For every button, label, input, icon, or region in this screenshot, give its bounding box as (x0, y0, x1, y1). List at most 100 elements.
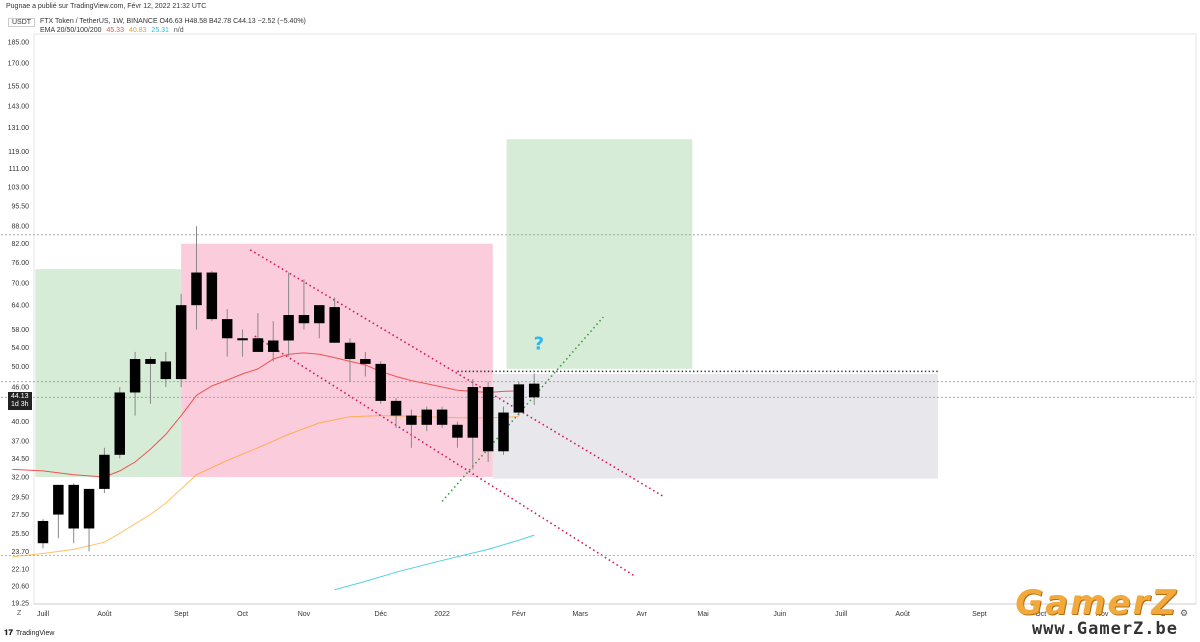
x-tick-label: Mars (572, 611, 588, 618)
x-tick-label: Mai (697, 611, 709, 618)
ema-legend: EMA 20/50/100/200 45.33 40.83 25.31 n/d (40, 26, 306, 35)
ema100-line (334, 534, 535, 591)
y-tick-label: 46.00 (11, 385, 29, 392)
zoom-toggle-button[interactable]: Z (17, 610, 22, 617)
y-tick-label: 111.00 (9, 166, 29, 173)
candle-body (221, 319, 233, 339)
zone-green-0 (35, 269, 182, 478)
x-tick-label: Août (895, 611, 909, 618)
candle-body (160, 361, 172, 380)
candle-body (283, 315, 294, 341)
candle-body (421, 409, 432, 425)
last-price-tag: 44.13 1d 3h (8, 392, 32, 410)
symbol-info: FTX Token / TetherUS, 1W, BINANCE O46.63… (40, 18, 306, 25)
candle-body (360, 359, 371, 364)
zone-green-2 (506, 139, 693, 369)
ema200-value: n/d (173, 27, 184, 34)
x-tick-label: Oct (237, 611, 248, 618)
y-tick-label: 54.00 (11, 345, 29, 352)
x-tick-label: Avr (636, 611, 647, 618)
y-tick-label: 131.00 (8, 125, 30, 132)
last-price-value: 44.13 (11, 393, 29, 400)
candle-body (252, 338, 264, 352)
candle-body (298, 315, 310, 324)
candle-body (68, 484, 79, 529)
y-tick-label: 20.60 (11, 584, 29, 591)
candle-body (37, 520, 49, 544)
x-tick-label: Juill (835, 611, 848, 618)
y-tick-label: 23.70 (11, 549, 29, 556)
publish-info-bar: Pugnae a publié sur TradingView.com, Fév… (0, 0, 1200, 14)
candle-body (268, 340, 279, 352)
candle-body (467, 387, 479, 438)
candle-body (145, 359, 156, 364)
y-tick-label: 143.00 (8, 103, 30, 110)
y-tick-label: 19.25 (11, 601, 29, 608)
candle-countdown: 1d 3h (11, 401, 29, 408)
candle-body (114, 392, 125, 455)
y-tick-label: 170.00 (8, 60, 30, 67)
y-tick-label: 155.00 (8, 83, 30, 90)
ema50-value: 40.83 (128, 27, 147, 34)
chart-legend: FTX Token / TetherUS, 1W, BINANCE O46.63… (40, 17, 306, 35)
y-tick-label: 22.10 (11, 566, 29, 573)
candle-body (390, 400, 402, 416)
x-tick-label: Août (97, 611, 111, 618)
tradingview-brand: TradingView (15, 629, 55, 637)
publish-info-text: Pugnae a publié sur TradingView.com, Fév… (6, 3, 207, 10)
y-tick-label: 27.50 (11, 512, 29, 519)
candle-body (237, 338, 248, 341)
candle-body (329, 307, 340, 343)
candle-body (191, 272, 202, 306)
y-tick-label: 37.00 (11, 439, 29, 446)
y-tick-label: 50.00 (11, 364, 29, 371)
candle-body (53, 484, 64, 515)
x-tick-label: 2022 (434, 611, 450, 618)
y-tick-label: 29.50 (11, 495, 29, 502)
candle-body (482, 387, 494, 452)
candle-body (129, 359, 141, 393)
ema20-value: 45.33 (106, 27, 124, 34)
candle-body (498, 412, 509, 452)
candle-body (344, 342, 356, 360)
x-tick-label: Déc (374, 611, 387, 618)
y-tick-label: 32.00 (11, 475, 29, 482)
y-tick-label: 40.00 (11, 419, 29, 426)
currency-label[interactable]: USDT (8, 18, 36, 27)
y-tick-label: 34.50 (11, 456, 29, 463)
x-tick-label: Févr (512, 611, 527, 618)
watermark-title: GamerZ (1015, 583, 1178, 623)
gamerz-watermark: GamerZ www.GamerZ.be (1015, 586, 1178, 638)
x-tick-label: Nov (1096, 611, 1109, 618)
y-tick-label: 88.00 (11, 224, 29, 231)
y-tick-label: 103.00 (8, 185, 30, 192)
x-tick-label: Juill (37, 611, 50, 618)
y-tick-label: 64.00 (11, 303, 29, 310)
zone-red-1 (181, 243, 493, 478)
y-tick-label: 119.00 (8, 149, 29, 156)
candle-body (528, 383, 540, 398)
tradingview-logo-icon: 𝟏𝟕 (4, 628, 13, 637)
candle-body (83, 488, 95, 529)
candle-body (99, 454, 110, 489)
candle-body (513, 384, 525, 413)
x-tick-label: Nov (298, 611, 311, 618)
gear-icon[interactable]: ⚙ (1180, 608, 1189, 618)
y-tick-label: 95.50 (11, 203, 29, 210)
watermark-url: www.GamerZ.be (1031, 619, 1178, 639)
candle-body (406, 415, 417, 425)
x-tick-label: Sept (174, 611, 188, 618)
y-tick-label: 70.00 (11, 280, 29, 287)
x-tick-label: Juin (773, 611, 786, 618)
y-tick-label: 76.00 (11, 260, 29, 267)
candle-body (436, 409, 448, 425)
y-tick-label: 25.50 (11, 531, 29, 538)
y-tick-label: 82.00 (11, 241, 29, 248)
x-tick-label: D (1161, 611, 1166, 618)
candle-body (375, 363, 386, 401)
x-tick-label: Sept (972, 611, 986, 618)
y-tick-label: 185.00 (8, 40, 30, 47)
candle-body (206, 272, 218, 320)
tradingview-footer: 𝟏𝟕 TradingView (4, 628, 54, 638)
